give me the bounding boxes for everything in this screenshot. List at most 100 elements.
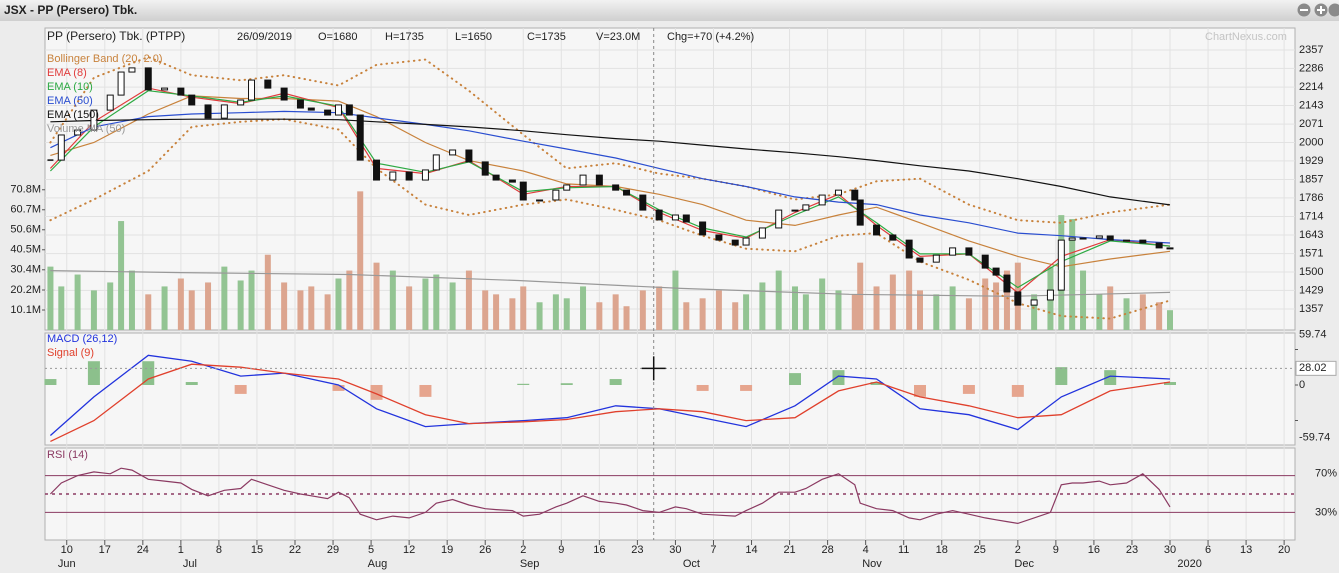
x-tick-label: 1 <box>178 544 184 556</box>
y-tick-label: 1500 <box>1299 266 1323 278</box>
volume-bar <box>1096 294 1103 330</box>
candle <box>552 189 560 201</box>
x-tick-label: 26 <box>479 544 491 556</box>
x-tick-label: 22 <box>289 544 301 556</box>
candle <box>818 194 826 206</box>
volume-bar <box>699 298 706 330</box>
volume-bar <box>715 290 722 330</box>
y-tick-label: 1714 <box>1299 210 1323 222</box>
macd-histogram-bar <box>185 382 198 385</box>
volume-bar <box>1139 294 1146 330</box>
close-button[interactable] <box>1328 3 1339 17</box>
macd-histogram-bar <box>870 382 883 385</box>
candle <box>74 129 82 136</box>
legend-entry: EMA (150) <box>47 109 99 121</box>
candle <box>639 194 647 211</box>
y-tick-label: -59.74 <box>1299 431 1330 443</box>
volume-bar <box>74 274 81 330</box>
x-tick-label: 24 <box>137 544 149 556</box>
candle <box>1014 291 1022 306</box>
volume-bar <box>672 270 679 330</box>
candle <box>161 87 169 91</box>
candle <box>536 199 544 202</box>
macd-histogram-bar <box>1164 382 1176 385</box>
volume-bar <box>406 286 413 330</box>
candle <box>1030 299 1038 306</box>
candle <box>1139 239 1147 244</box>
candle <box>449 149 457 156</box>
volume-bar <box>118 221 125 330</box>
volume-bar <box>145 294 152 330</box>
macd-histogram-bar <box>740 384 753 391</box>
y-tick-label: 59.74 <box>1299 328 1327 340</box>
candle <box>682 214 690 223</box>
volume-bar <box>465 270 472 330</box>
y-tick-label: 1429 <box>1299 284 1323 296</box>
macd-histogram-bar <box>1011 384 1024 397</box>
x-tick-label: 6 <box>1205 544 1211 556</box>
bollinger-lower <box>49 118 1171 320</box>
plot-layer: 10 17 24 1 8 15 22 29 5 12 19 26 2 9 16 23 30 7 14 21 28 4 11 1… <box>10 28 1337 570</box>
volume-bar <box>982 278 989 330</box>
volume-bar <box>857 262 864 330</box>
y-tick-label: 2357 <box>1299 44 1323 56</box>
candle <box>128 67 136 73</box>
x-tick-label: 7 <box>710 544 716 556</box>
volume-bar <box>851 294 858 330</box>
y-tick-label: 1857 <box>1299 173 1323 185</box>
cursor-value-box <box>1295 360 1337 376</box>
x-tick-label: 29 <box>327 544 339 556</box>
volume-bar <box>1156 302 1163 330</box>
volume-bar <box>90 290 97 330</box>
candle <box>981 254 989 269</box>
volume-bar <box>993 282 1000 330</box>
volume-bar <box>493 294 500 330</box>
y-tick-label: 2143 <box>1299 99 1323 111</box>
volume-bar <box>47 266 54 330</box>
candle <box>220 104 228 119</box>
volume-bar <box>205 282 212 330</box>
y-tick-label: 2000 <box>1299 136 1323 148</box>
volume-bar <box>933 294 940 330</box>
volume-bar <box>552 294 559 330</box>
candle <box>873 224 881 236</box>
volume-bar <box>449 282 456 330</box>
volume-bar <box>373 262 380 330</box>
y-tick-label: 0 <box>1299 379 1305 391</box>
volume-bar <box>835 290 842 330</box>
volume-bar <box>346 270 353 330</box>
macd-histogram-bar <box>234 384 247 394</box>
x-tick-label: 13 <box>1240 544 1252 556</box>
candle <box>916 257 924 263</box>
volume-bar <box>656 286 663 330</box>
legend-entry: EMA (10) <box>47 81 93 93</box>
volume-bar <box>1003 270 1010 330</box>
y-tick-label: 2286 <box>1299 62 1323 74</box>
volume-bar <box>965 298 972 330</box>
y-tick-label: 2214 <box>1299 81 1323 93</box>
candle <box>671 214 679 221</box>
macd-histogram-bar <box>609 379 622 385</box>
y-tick-label: 1571 <box>1299 248 1323 260</box>
x-tick-label: 2 <box>520 544 526 556</box>
macd-histogram-bar <box>87 361 100 385</box>
volume-bar <box>482 290 489 330</box>
volume-bar <box>264 254 271 330</box>
candle <box>177 87 185 96</box>
x-tick-label: 30 <box>669 544 681 556</box>
candle <box>248 79 256 101</box>
candle <box>492 174 500 181</box>
quote-info: Chg=+70 (+4.2%) <box>667 31 754 43</box>
candle <box>324 109 332 116</box>
volume-tick-label: 10.1M <box>10 304 41 316</box>
candle <box>1046 289 1054 301</box>
volume-bar <box>237 280 244 330</box>
x-tick-label: 28 <box>821 544 833 556</box>
candle <box>949 247 957 256</box>
month-label: Aug <box>368 558 388 570</box>
window-buttons[interactable] <box>1297 3 1339 17</box>
cursor-value-label: 28.02 <box>1299 362 1327 374</box>
legend-entry: EMA (8) <box>47 67 87 79</box>
volume-ma-line <box>50 270 1171 297</box>
candle <box>405 171 413 181</box>
